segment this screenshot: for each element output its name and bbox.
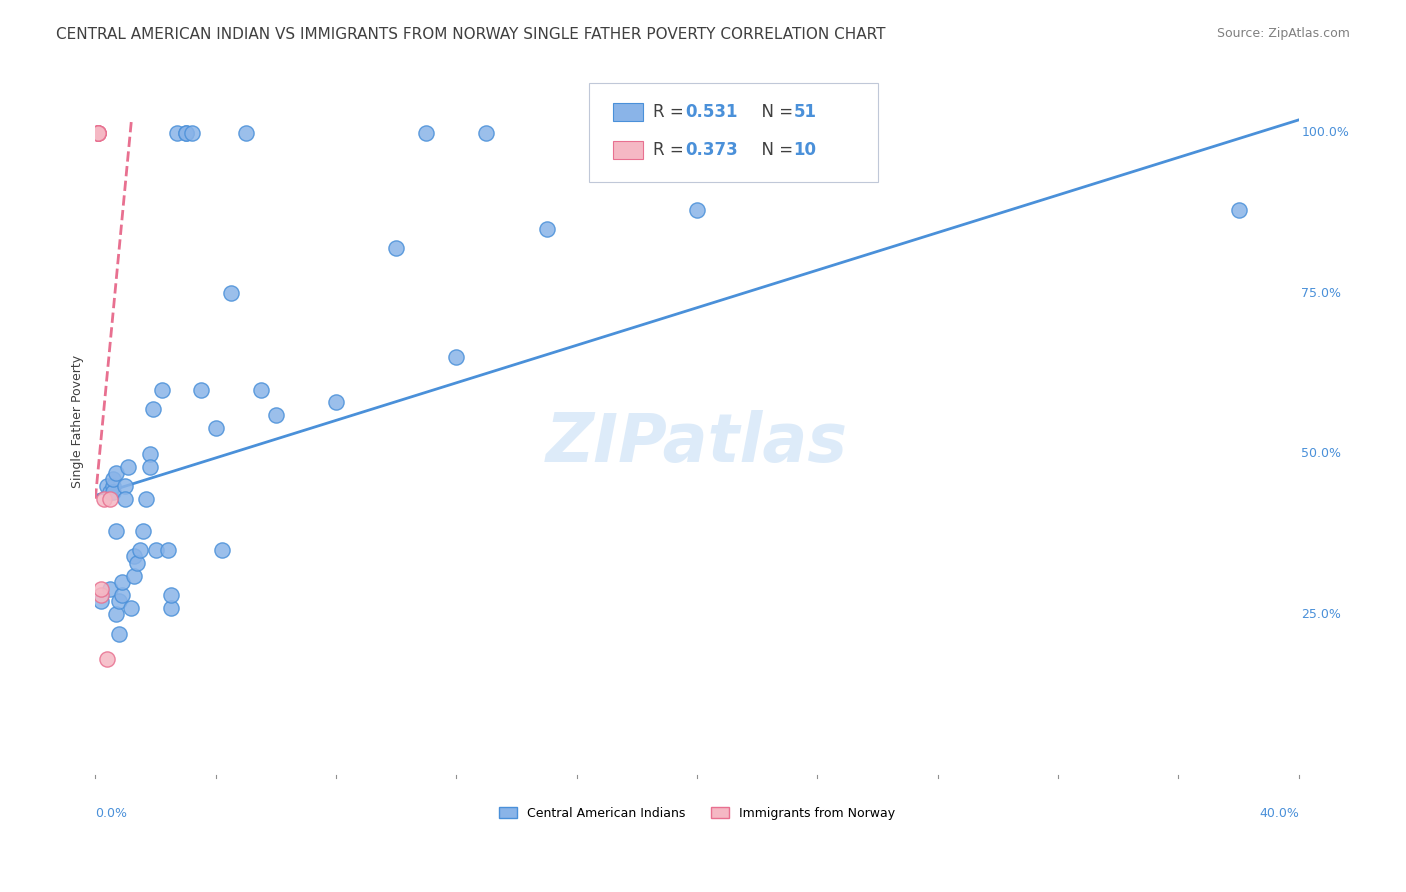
Point — [135, 491, 157, 506]
Point — [138, 447, 160, 461]
Point — [105, 466, 128, 480]
Text: N =: N = — [751, 141, 799, 159]
Point — [108, 594, 131, 608]
Point — [159, 600, 181, 615]
Point — [141, 401, 163, 416]
Text: R =: R = — [652, 141, 689, 159]
Point — [475, 126, 498, 140]
Text: 10: 10 — [793, 141, 817, 159]
Point — [132, 524, 155, 538]
Point — [117, 459, 139, 474]
Text: ZIPatlas: ZIPatlas — [546, 409, 848, 475]
Point — [114, 491, 136, 506]
Text: 25.0%: 25.0% — [1301, 607, 1341, 621]
Point — [111, 588, 134, 602]
Point — [105, 524, 128, 538]
Point — [156, 543, 179, 558]
Text: 50.0%: 50.0% — [1301, 447, 1341, 460]
Point — [90, 594, 112, 608]
Point — [87, 126, 110, 140]
Point — [100, 491, 122, 506]
Point — [90, 582, 112, 596]
Point — [103, 472, 125, 486]
Point — [111, 575, 134, 590]
FancyBboxPatch shape — [613, 103, 643, 121]
Point — [129, 543, 152, 558]
Text: R =: R = — [652, 103, 689, 121]
Point — [150, 383, 173, 397]
Point — [93, 491, 115, 506]
Point — [686, 202, 709, 217]
Point — [174, 126, 197, 140]
Point — [446, 351, 468, 365]
Text: Source: ZipAtlas.com: Source: ZipAtlas.com — [1216, 27, 1350, 40]
Point — [87, 126, 110, 140]
Point — [87, 126, 110, 140]
Point — [108, 626, 131, 640]
Text: 51: 51 — [793, 103, 817, 121]
Point — [204, 421, 226, 435]
Point — [180, 126, 202, 140]
Text: 100.0%: 100.0% — [1301, 127, 1348, 139]
Text: N =: N = — [751, 103, 799, 121]
Point — [127, 556, 149, 570]
Point — [325, 395, 347, 409]
Point — [264, 409, 287, 423]
Text: 0.531: 0.531 — [685, 103, 738, 121]
Point — [235, 126, 257, 140]
Point — [174, 126, 197, 140]
Point — [124, 568, 146, 582]
Point — [166, 126, 188, 140]
Text: CENTRAL AMERICAN INDIAN VS IMMIGRANTS FROM NORWAY SINGLE FATHER POVERTY CORRELAT: CENTRAL AMERICAN INDIAN VS IMMIGRANTS FR… — [56, 27, 886, 42]
Point — [138, 459, 160, 474]
Point — [145, 543, 167, 558]
FancyBboxPatch shape — [589, 83, 877, 182]
Point — [87, 126, 110, 140]
Point — [103, 485, 125, 500]
Point — [536, 222, 558, 236]
Point — [159, 588, 181, 602]
FancyBboxPatch shape — [613, 141, 643, 159]
Point — [190, 383, 212, 397]
Point — [96, 652, 118, 666]
Point — [211, 543, 233, 558]
Text: 40.0%: 40.0% — [1258, 806, 1299, 820]
Point — [100, 485, 122, 500]
Point — [1227, 202, 1250, 217]
Point — [105, 607, 128, 622]
Legend: Central American Indians, Immigrants from Norway: Central American Indians, Immigrants fro… — [494, 802, 901, 825]
Text: 0.0%: 0.0% — [96, 806, 128, 820]
Point — [114, 479, 136, 493]
Text: 75.0%: 75.0% — [1301, 286, 1341, 300]
Y-axis label: Single Father Poverty: Single Father Poverty — [72, 355, 84, 488]
Point — [100, 582, 122, 596]
Point — [385, 241, 408, 255]
Point — [103, 479, 125, 493]
Point — [124, 549, 146, 564]
Point — [90, 588, 112, 602]
Point — [415, 126, 437, 140]
Point — [250, 383, 273, 397]
Text: 0.373: 0.373 — [685, 141, 738, 159]
Point — [87, 126, 110, 140]
Point — [120, 600, 142, 615]
Point — [219, 286, 242, 301]
Point — [96, 479, 118, 493]
